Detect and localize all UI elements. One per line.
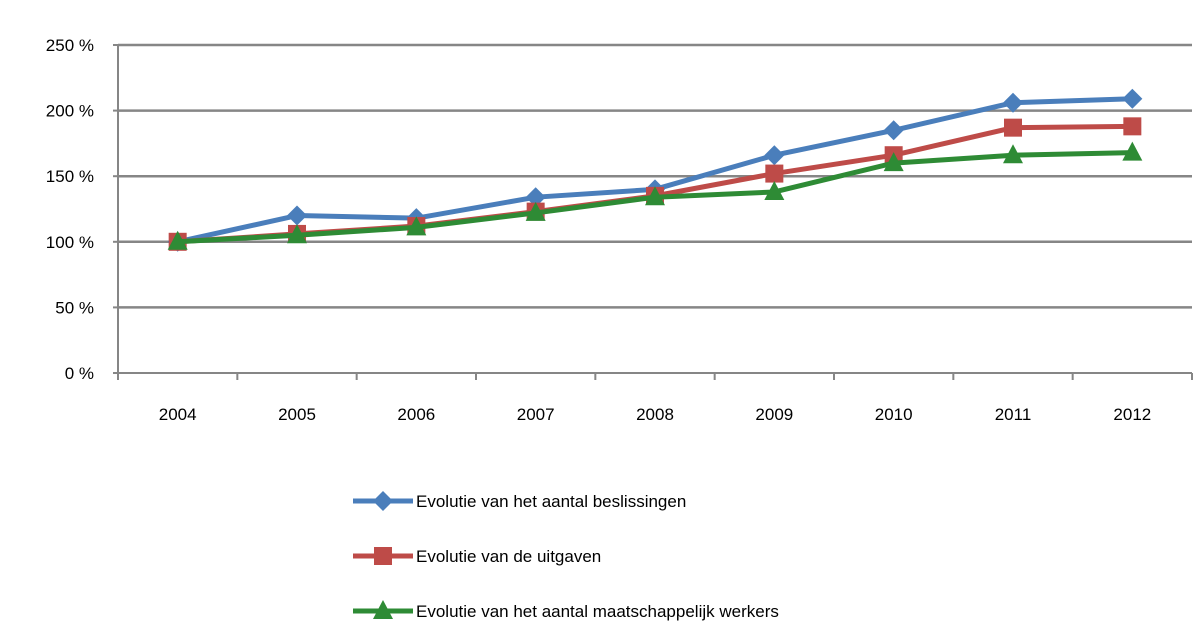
x-axis: 2004 2005 2006 2007 2008 2009 2010 2011 2012 bbox=[117, 372, 1193, 424]
legend-marker-diamond bbox=[373, 491, 393, 511]
y-tick-label: 150 % bbox=[46, 167, 94, 186]
y-tick-label: 200 % bbox=[46, 102, 94, 121]
data-point-triangle bbox=[525, 201, 546, 221]
series-line bbox=[177, 96, 1133, 245]
x-tick-label: 2011 bbox=[995, 405, 1032, 424]
y-axis: 0 % 50 % 100 % 150 % 200 % 250 % bbox=[46, 36, 119, 383]
y-tick-label: 0 % bbox=[65, 364, 94, 383]
series-3 bbox=[167, 141, 1143, 250]
data-point-triangle bbox=[287, 224, 307, 244]
data-point-diamond bbox=[883, 120, 904, 141]
data-point-triangle bbox=[406, 216, 427, 236]
data-point-triangle bbox=[1003, 144, 1023, 164]
legend-item: Evolutie van het aantal beslissingen bbox=[353, 491, 686, 511]
series-1 bbox=[167, 88, 1143, 252]
data-point-square bbox=[1123, 117, 1142, 136]
data-point-triangle bbox=[764, 180, 785, 200]
gridlines bbox=[118, 43, 1192, 309]
data-point-triangle bbox=[645, 186, 665, 206]
legend-item: Evolutie van het aantal maatschappelijk … bbox=[353, 600, 779, 621]
x-tick-label: 2008 bbox=[636, 405, 674, 424]
series-group bbox=[167, 88, 1143, 252]
x-tick-label: 2010 bbox=[875, 405, 913, 424]
x-tick-label: 2012 bbox=[1113, 405, 1151, 424]
data-point-triangle bbox=[167, 230, 188, 250]
x-tick-label: 2007 bbox=[517, 405, 555, 424]
x-tick-label: 2004 bbox=[159, 405, 197, 424]
data-point-triangle bbox=[883, 152, 904, 172]
x-tick-label: 2006 bbox=[397, 405, 435, 424]
y-tick-label: 250 % bbox=[46, 36, 94, 55]
x-tick-label: 2005 bbox=[278, 405, 316, 424]
legend-item: Evolutie van de uitgaven bbox=[353, 547, 601, 566]
data-point-diamond bbox=[1122, 88, 1143, 109]
data-point-diamond bbox=[525, 187, 546, 208]
y-tick-label: 50 % bbox=[55, 298, 94, 317]
legend-label: Evolutie van het aantal beslissingen bbox=[416, 492, 686, 511]
legend-marker-square bbox=[374, 547, 392, 565]
legend-marker-triangle bbox=[373, 600, 393, 619]
legend-label: Evolutie van het aantal maatschappelijk … bbox=[416, 602, 779, 621]
data-point-square bbox=[765, 164, 784, 183]
y-tick-label: 100 % bbox=[46, 233, 94, 252]
data-point-square bbox=[1004, 118, 1022, 137]
legend-label: Evolutie van de uitgaven bbox=[416, 547, 601, 566]
data-point-diamond bbox=[764, 145, 785, 166]
data-point-diamond bbox=[287, 205, 307, 226]
data-point-triangle bbox=[1122, 141, 1143, 161]
data-point-diamond bbox=[1003, 92, 1023, 113]
legend: Evolutie van het aantal beslissingen Evol… bbox=[353, 491, 779, 621]
x-tick-label: 2009 bbox=[755, 405, 793, 424]
